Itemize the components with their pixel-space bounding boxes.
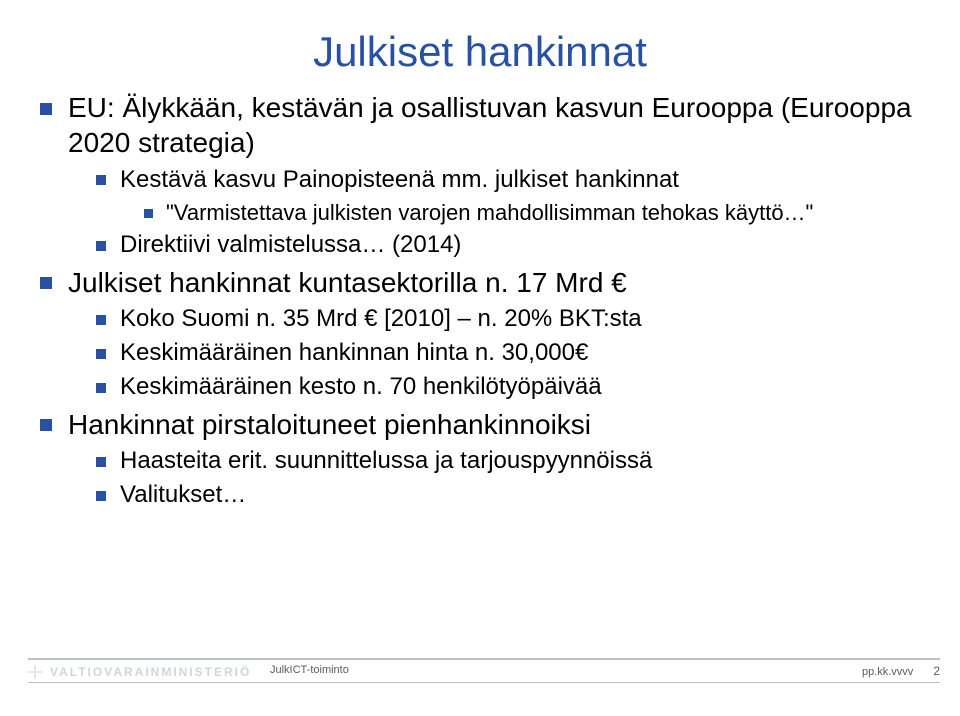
bullet-list-lvl2: Haasteita erit. suunnittelussa ja tarjou… bbox=[96, 446, 920, 510]
bullet-text: Kestävä kasvu Painopisteenä mm. julkiset… bbox=[120, 166, 679, 193]
bullet-text: Direktiivi valmistelussa… (2014) bbox=[120, 231, 461, 258]
bullet-list-lvl1: EU: Älykkään, kestävän ja osallistuvan k… bbox=[40, 90, 920, 510]
slide-content: EU: Älykkään, kestävän ja osallistuvan k… bbox=[0, 82, 960, 510]
bullet-text: Keskimääräinen kesto n. 70 henkilötyöpäi… bbox=[120, 373, 602, 400]
bullet-lvl2: Direktiivi valmistelussa… (2014) bbox=[96, 230, 920, 260]
logo-mark-icon bbox=[28, 665, 42, 679]
bullet-text: "Varmistettava julkisten varojen mahdoll… bbox=[166, 200, 813, 225]
bullet-text: Koko Suomi n. 35 Mrd € [2010] – n. 20% B… bbox=[120, 305, 642, 332]
footer-page-number: 2 bbox=[933, 664, 940, 678]
footer-logo-text: VALTIOVARAINMINISTERIÖ bbox=[50, 665, 251, 679]
bullet-list-lvl3: "Varmistettava julkisten varojen mahdoll… bbox=[144, 199, 920, 227]
bullet-lvl2: Haasteita erit. suunnittelussa ja tarjou… bbox=[96, 446, 920, 476]
slide: Julkiset hankinnat EU: Älykkään, kestävä… bbox=[0, 0, 960, 716]
footer-logo: VALTIOVARAINMINISTERIÖ bbox=[28, 662, 251, 682]
bullet-lvl2: Keskimääräinen hankinnan hinta n. 30,000… bbox=[96, 338, 920, 368]
footer-date: pp.kk.vvvv bbox=[862, 666, 913, 678]
bullet-lvl2: Keskimääräinen kesto n. 70 henkilötyöpäi… bbox=[96, 372, 920, 402]
bullet-text: Valitukset… bbox=[120, 481, 246, 508]
bullet-lvl2: Koko Suomi n. 35 Mrd € [2010] – n. 20% B… bbox=[96, 304, 920, 334]
footer: VALTIOVARAINMINISTERIÖ JulkICT-toiminto … bbox=[0, 658, 960, 698]
footer-right: pp.kk.vvvv 2 bbox=[862, 664, 940, 678]
bullet-lvl2: Valitukset… bbox=[96, 480, 920, 510]
bullet-list-lvl2: Koko Suomi n. 35 Mrd € [2010] – n. 20% B… bbox=[96, 304, 920, 403]
bullet-lvl2: Kestävä kasvu Painopisteenä mm. julkiset… bbox=[96, 165, 920, 227]
bullet-text: Haasteita erit. suunnittelussa ja tarjou… bbox=[120, 447, 652, 474]
footer-divider-top bbox=[28, 658, 940, 660]
slide-title: Julkiset hankinnat bbox=[0, 0, 960, 82]
bullet-list-lvl2: Kestävä kasvu Painopisteenä mm. julkiset… bbox=[96, 165, 920, 261]
bullet-text: Hankinnat pirstaloituneet pienhankinnoik… bbox=[68, 409, 591, 440]
bullet-lvl1: Hankinnat pirstaloituneet pienhankinnoik… bbox=[40, 407, 920, 511]
bullet-lvl3: "Varmistettava julkisten varojen mahdoll… bbox=[144, 199, 920, 227]
bullet-text: Keskimääräinen hankinnan hinta n. 30,000… bbox=[120, 339, 588, 366]
bullet-lvl1: EU: Älykkään, kestävän ja osallistuvan k… bbox=[40, 90, 920, 261]
footer-center-text: JulkICT-toiminto bbox=[270, 664, 349, 676]
bullet-lvl1: Julkiset hankinnat kuntasektorilla n. 17… bbox=[40, 265, 920, 403]
bullet-text: Julkiset hankinnat kuntasektorilla n. 17… bbox=[68, 267, 627, 298]
footer-divider-bottom bbox=[28, 682, 940, 683]
bullet-text: EU: Älykkään, kestävän ja osallistuvan k… bbox=[68, 92, 912, 158]
